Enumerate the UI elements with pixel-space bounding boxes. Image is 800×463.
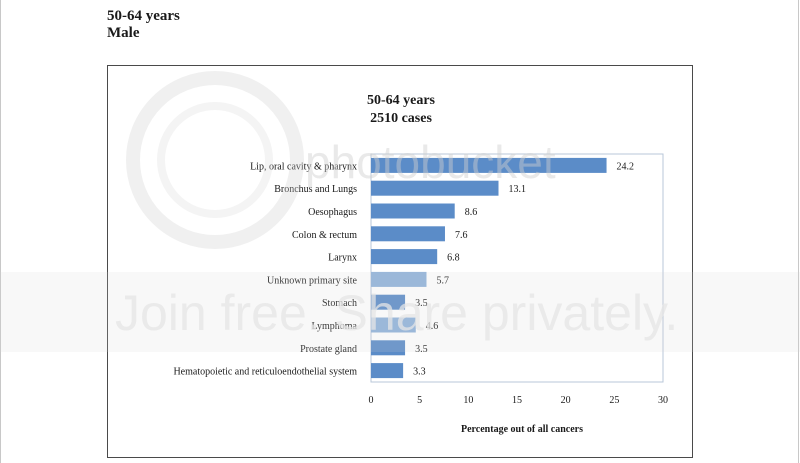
x-tick-label-7: 30 — [658, 395, 668, 406]
category-label-5: Larynx — [328, 253, 357, 264]
bar-9 — [371, 340, 406, 356]
bar-2 — [371, 180, 499, 196]
value-label-3: 8.6 — [465, 207, 478, 218]
x-tick-label-1: 0 — [369, 395, 374, 406]
bar-6 — [371, 271, 427, 287]
value-label-7: 3.5 — [415, 298, 428, 309]
bar-5 — [371, 249, 438, 265]
page-edge-right — [798, 0, 799, 463]
bar-8 — [371, 317, 416, 333]
category-label-9: Prostate gland — [300, 344, 357, 355]
value-label-9: 3.5 — [415, 344, 428, 355]
value-label-4: 7.6 — [455, 230, 468, 241]
page-heading: 50-64 years Male — [107, 8, 180, 42]
bar-4 — [371, 226, 445, 242]
bar-10 — [371, 363, 404, 379]
value-label-10: 3.3 — [413, 367, 426, 378]
x-axis-title: Percentage out of all cancers — [461, 424, 583, 435]
bar-chart: 50-64 years 2510 cases Lip, oral cavity & … — [173, 93, 668, 435]
plot-area — [370, 153, 664, 383]
chart-frame: 50-64 years 2510 cases Lip, oral cavity & … — [107, 65, 693, 458]
page-heading-age: 50-64 years — [107, 8, 180, 24]
bar-3 — [371, 203, 455, 219]
category-label-3: Oesophagus — [308, 207, 357, 218]
value-label-6: 5.7 — [436, 275, 449, 286]
category-label-6: Unknown primary site — [267, 275, 358, 286]
category-label-8: Lymphoma — [311, 321, 357, 332]
category-label-2: Bronchus and Lungs — [274, 184, 357, 195]
page-heading-sex: Male — [107, 25, 140, 41]
x-tick-label-6: 25 — [609, 395, 619, 406]
chart-title-line-1: 50-64 years — [367, 93, 436, 108]
page-edge-left — [0, 0, 1, 463]
value-label-1: 24.2 — [617, 161, 635, 172]
category-label-10: Hematopoietic and reticuloendothelial sy… — [173, 367, 357, 378]
x-tick-label-3: 10 — [463, 395, 473, 406]
value-label-5: 6.8 — [447, 253, 460, 264]
bar-1 — [371, 157, 607, 173]
x-tick-label-5: 20 — [561, 395, 571, 406]
value-label-8: 4.6 — [426, 321, 439, 332]
category-label-1: Lip, oral cavity & pharynx — [250, 161, 357, 172]
category-label-7: Stomach — [322, 298, 357, 309]
value-label-2: 13.1 — [509, 184, 527, 195]
bar-7 — [371, 294, 406, 310]
x-tick-label-2: 5 — [417, 395, 422, 406]
chart-title-line-2: 2510 cases — [370, 111, 432, 126]
x-tick-label-4: 15 — [512, 395, 522, 406]
category-label-4: Colon & rectum — [292, 230, 357, 241]
